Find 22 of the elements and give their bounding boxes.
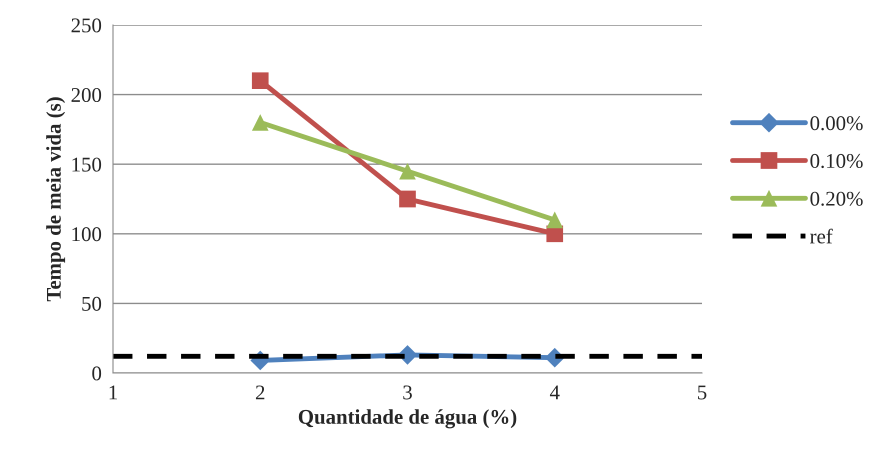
point — [399, 190, 416, 208]
y-tick-label: 50 — [82, 296, 102, 311]
y-tick-label: 200 — [72, 88, 102, 102]
x-tick-label: 4 — [550, 386, 560, 400]
point — [399, 162, 416, 180]
y-axis-title: Tempo de meia vida (s) — [46, 97, 66, 302]
point — [252, 72, 269, 90]
legend-label: 0.00% — [810, 116, 863, 130]
x-tick-label: 1 — [110, 386, 117, 400]
legend-label: 0.10% — [810, 154, 863, 168]
x-tick-label: 5 — [698, 386, 706, 400]
legend-label: ref — [810, 228, 833, 244]
x-tick-label: 2 — [256, 385, 264, 400]
x-tick-label: 3 — [403, 385, 412, 400]
point — [252, 114, 269, 131]
legend-label: 0.20% — [810, 192, 863, 206]
y-tick-label: 0 — [92, 366, 102, 380]
x-axis-title: Quantidade de água (%) — [298, 409, 516, 428]
point — [546, 212, 564, 228]
y-tick-label: 250 — [72, 18, 102, 32]
y-tick-label: 150 — [72, 158, 102, 172]
y-tick-label: 100 — [72, 227, 102, 242]
